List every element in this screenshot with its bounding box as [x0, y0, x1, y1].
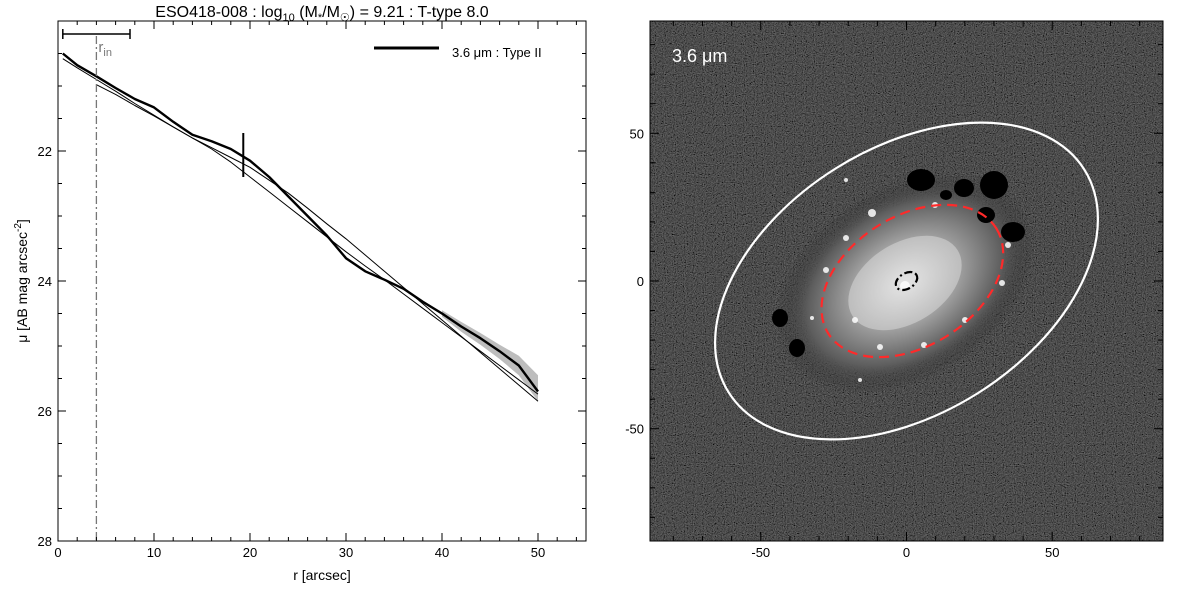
observed-profile-line [62, 52, 539, 393]
inner-ellipse [894, 270, 919, 292]
profile-lines [62, 52, 539, 402]
fit-line-1 [62, 58, 539, 402]
bright-knots [810, 178, 1011, 382]
masked-regions [772, 169, 1025, 357]
img-y-tick-label: 0 [637, 274, 644, 289]
galaxy-image [650, 21, 1163, 541]
x-tick-label: 40 [435, 545, 449, 560]
fit-line-2 [96, 84, 539, 395]
x-tick-label: 10 [147, 545, 161, 560]
profile-title: ESO418-008 : log10 (M*/M☉) = 9.21 : T-ty… [155, 4, 489, 24]
uncertainty-band-area [442, 310, 538, 402]
y-tick-label: 22 [38, 144, 52, 159]
img-x-tick-label: -50 [751, 545, 770, 560]
uncertainty-band [442, 310, 538, 402]
x-tick-label: 30 [339, 545, 353, 560]
isophote-ellipses [713, 121, 1100, 441]
image-frame [649, 20, 1164, 542]
outer-ellipse [713, 121, 1100, 441]
img-y-tick-label: -50 [625, 422, 644, 437]
image-panel: -50 0 50 -50 0 50 3.6 μm [625, 20, 1164, 560]
profile-frame [57, 20, 587, 542]
image-axis-ticks: -50 0 50 -50 0 50 [625, 21, 1163, 560]
middle-ellipse [820, 203, 1005, 359]
img-x-tick-label: 50 [1045, 545, 1059, 560]
x-tick-label: 20 [243, 545, 257, 560]
y-tick-label: 24 [38, 274, 52, 289]
x-axis-label: r [arcsec] [293, 567, 351, 583]
profile-legend: 3.6 μm : Type II [374, 45, 542, 60]
y-tick-label: 26 [38, 404, 52, 419]
legend-label: 3.6 μm : Type II [452, 45, 542, 60]
y-axis-label: μ [AB mag arcsec-2] [13, 219, 30, 343]
profile-panel: ESO418-008 : log10 (M*/M☉) = 9.21 : T-ty… [13, 4, 587, 583]
x-tick-label: 0 [54, 545, 61, 560]
x-tick-label: 50 [531, 545, 545, 560]
profile-axis-ticks: 0 10 20 30 40 50 22 24 26 28 [38, 20, 586, 560]
profile-annotations: rin [62, 29, 245, 541]
img-x-tick-label: 0 [903, 545, 910, 560]
r-in-label: rin [98, 39, 112, 59]
y-tick-label: 28 [38, 534, 52, 549]
img-y-tick-label: 50 [630, 126, 644, 141]
image-band-label: 3.6 μm [672, 46, 727, 66]
